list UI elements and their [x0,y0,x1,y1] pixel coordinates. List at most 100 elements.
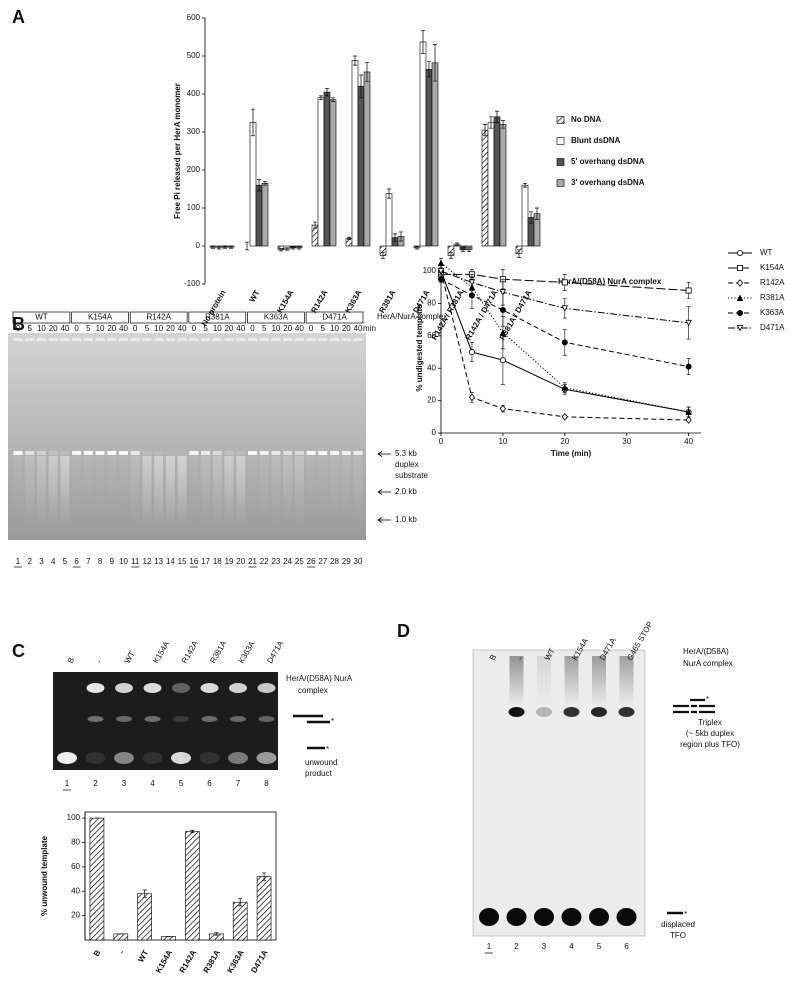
gel-smear [318,456,328,526]
timepoint: 0 [16,324,21,333]
bar [185,831,200,941]
error-bar [399,231,403,242]
group-box [71,311,129,324]
gel-smear [201,456,211,526]
lane-number: 22 [260,557,269,566]
lane-number: 8 [98,557,103,566]
gel-well [72,338,82,341]
group-label: R142A [146,313,171,322]
gel-smear [283,456,293,526]
gel-smear [224,456,234,526]
group-box [188,311,247,324]
gel-smear [154,456,164,526]
y-axis-label: Free Pi released per HerA monomer [173,83,182,219]
error-bar [427,61,431,78]
x-tick-label: 30 [622,437,631,446]
bar [161,936,176,941]
gel-band [258,716,275,722]
gel-band [72,451,82,455]
lane-number: 2 [27,557,32,566]
error-bar [421,30,425,54]
gel-band [142,752,163,764]
timepoint: 5 [203,324,208,333]
arrow [377,451,391,457]
x-tick-label: R142A / D471A [464,288,500,341]
error-bar [523,182,527,188]
panel-letter: B [12,314,25,334]
y-tick-label: 20 [427,396,436,405]
gel-band [283,451,293,455]
group-label: WT [35,313,48,322]
gel-well [330,338,340,341]
bar [363,71,371,247]
gel-band [57,752,77,764]
x-tick-label: B [92,948,103,958]
lane-number: 11 [131,557,140,566]
lane-label: B [66,656,76,665]
gel-band [87,716,104,722]
gel-band [294,451,304,455]
x-tick-label: R381A [377,288,397,314]
lane-number: 24 [283,557,292,566]
error-bar [217,246,221,250]
y-tick-label: 0 [196,241,201,250]
legend-swatch [556,116,565,124]
x-tick-label: R381A [202,948,222,974]
error-bar [263,181,267,186]
x-tick-label: 0 [439,437,444,446]
lane-label: - [515,655,524,662]
gel-annotation: displaced [661,920,695,929]
gel-smear [353,456,363,526]
lane-number: 27 [318,557,327,566]
unit: min [363,324,376,333]
error-bar [517,249,521,258]
arrow [377,489,391,495]
gel-smear [107,456,117,526]
legend-swatch [556,179,565,187]
bar [425,69,433,247]
error-bar [359,74,363,99]
gel-smear [537,656,551,706]
bar [499,124,507,247]
gel-well [154,338,164,341]
legend-swatch [556,158,565,166]
bar [232,901,248,941]
x-tick-label: - [117,948,126,955]
lane-label: WT [123,650,137,665]
lane-number: 10 [119,557,128,566]
error-bar [365,62,369,82]
gel-band [115,683,133,693]
gel-annotation: NurA complex [683,659,733,668]
lane-number: 17 [201,557,210,566]
timepoint: 20 [166,324,175,333]
y-tick-label: 300 [187,127,201,136]
arrow [377,517,391,523]
gel-smear [177,456,187,526]
bar [323,91,331,247]
group-box [129,311,188,324]
lane-number: 4 [569,942,574,951]
asterisk: * [706,695,709,704]
marker [437,259,445,266]
asterisk: * [331,717,334,726]
error-bar [223,245,227,249]
gel-well [224,338,234,341]
gel-band [534,908,554,926]
gel-smear [60,456,70,526]
gel-annotation: HerA/NurA complex [377,312,447,321]
gel-band [341,451,351,455]
gel-annotation: Triplex [698,718,722,727]
timepoint: 20 [342,324,351,333]
gel-band [48,451,58,455]
error-bar [319,95,323,101]
x-tick-label: K154A [275,288,295,314]
error-bar [142,889,147,898]
error-bar [291,246,295,250]
bar [351,60,359,247]
bar [329,99,337,247]
gel-band [236,451,246,455]
marker [561,305,569,312]
gel-band [306,451,316,455]
lane-number: 9 [110,557,115,566]
lane-number: 8 [264,779,269,788]
